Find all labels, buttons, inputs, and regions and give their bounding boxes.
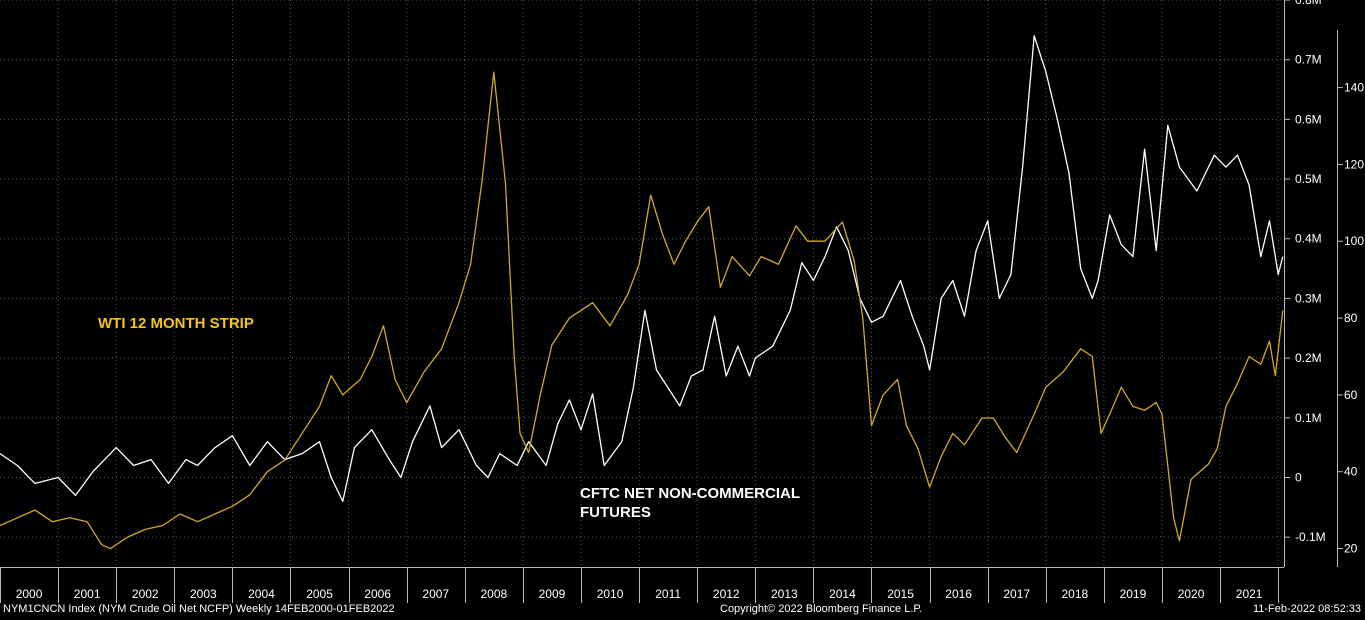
x-tick-label: 2007 <box>422 587 449 601</box>
x-tick-label: 2015 <box>887 587 914 601</box>
x-tick-label: 2019 <box>1120 587 1147 601</box>
y-left-tick-label: 0 <box>1295 470 1302 484</box>
x-tick-label: 2008 <box>480 587 507 601</box>
y-left-tick-label: 0.7M <box>1295 53 1322 67</box>
x-tick-label: 2011 <box>655 587 681 601</box>
y-left-tick-label: 0.4M <box>1295 232 1322 246</box>
y-right-tick-label: 80 <box>1344 311 1358 325</box>
x-tick-label: 2003 <box>190 587 217 601</box>
x-tick-label: 2017 <box>1003 587 1030 601</box>
series-lines <box>0 35 1284 550</box>
y-axes: -0.1M 0 0.1M 0.2M 0.3M 0.4M 0.5M 0.6M 0.7M 0.8M 20… <box>1284 0 1364 567</box>
y-left-tick-label: 0.2M <box>1295 351 1322 365</box>
x-tick-label: 2004 <box>248 587 275 601</box>
footer-timestamp: 11-Feb-2022 08:52:33 <box>1252 603 1361 615</box>
x-tick-label: 2010 <box>597 587 624 601</box>
x-tick-label: 2016 <box>945 587 972 601</box>
x-tick-label: 2001 <box>74 587 101 601</box>
y-right-tick-label: 40 <box>1344 465 1358 479</box>
wti-series-line <box>0 71 1284 550</box>
y-left-tick-label: 0.1M <box>1295 411 1322 425</box>
x-tick-label: 2018 <box>1061 587 1088 601</box>
x-tick-label: 2021 <box>1236 587 1263 601</box>
y-left-tick-label: 0.3M <box>1295 291 1322 305</box>
x-tick-label: 2013 <box>771 587 798 601</box>
footer-index-info: NYM1CNCN Index (NYM Crude Oil Net NCFP) … <box>3 603 395 615</box>
x-tick-label: 2009 <box>539 587 566 601</box>
y-right-tick-label: 140 <box>1344 81 1364 95</box>
y-right-tick-label: 60 <box>1344 388 1358 402</box>
footer-copyright: Copyright© 2022 Bloomberg Finance L.P. <box>720 603 923 615</box>
x-tick-label: 2002 <box>132 587 159 601</box>
grid <box>0 0 1284 567</box>
x-tick-label: 2000 <box>16 587 43 601</box>
x-tick-label: 2020 <box>1178 587 1205 601</box>
x-tick-label: 2006 <box>364 587 391 601</box>
y-left-tick-label: -0.1M <box>1295 530 1326 544</box>
y-left-tick-label: 0.8M <box>1295 0 1322 7</box>
y-right-tick-label: 120 <box>1344 157 1364 171</box>
y-right-tick-label: 20 <box>1344 542 1358 556</box>
cftc-series-label-line2: FUTURES <box>580 504 651 521</box>
y-right-tick-label: 100 <box>1344 234 1364 248</box>
y-left-tick-label: 0.6M <box>1295 112 1322 126</box>
wti-series-label: WTI 12 MONTH STRIP <box>98 315 254 332</box>
cftc-series-label-line1: CFTC NET NON-COMMERCIAL <box>580 485 800 502</box>
x-tick-label: 2012 <box>713 587 740 601</box>
cftc-series-line <box>0 35 1284 502</box>
y-left-tick-label: 0.5M <box>1295 172 1322 186</box>
x-tick-label: 2005 <box>306 587 333 601</box>
x-axis: 2000 2001 2002 2003 2004 2005 2006 2007 2008 2009… <box>0 567 1284 603</box>
x-tick-label: 2014 <box>829 587 856 601</box>
